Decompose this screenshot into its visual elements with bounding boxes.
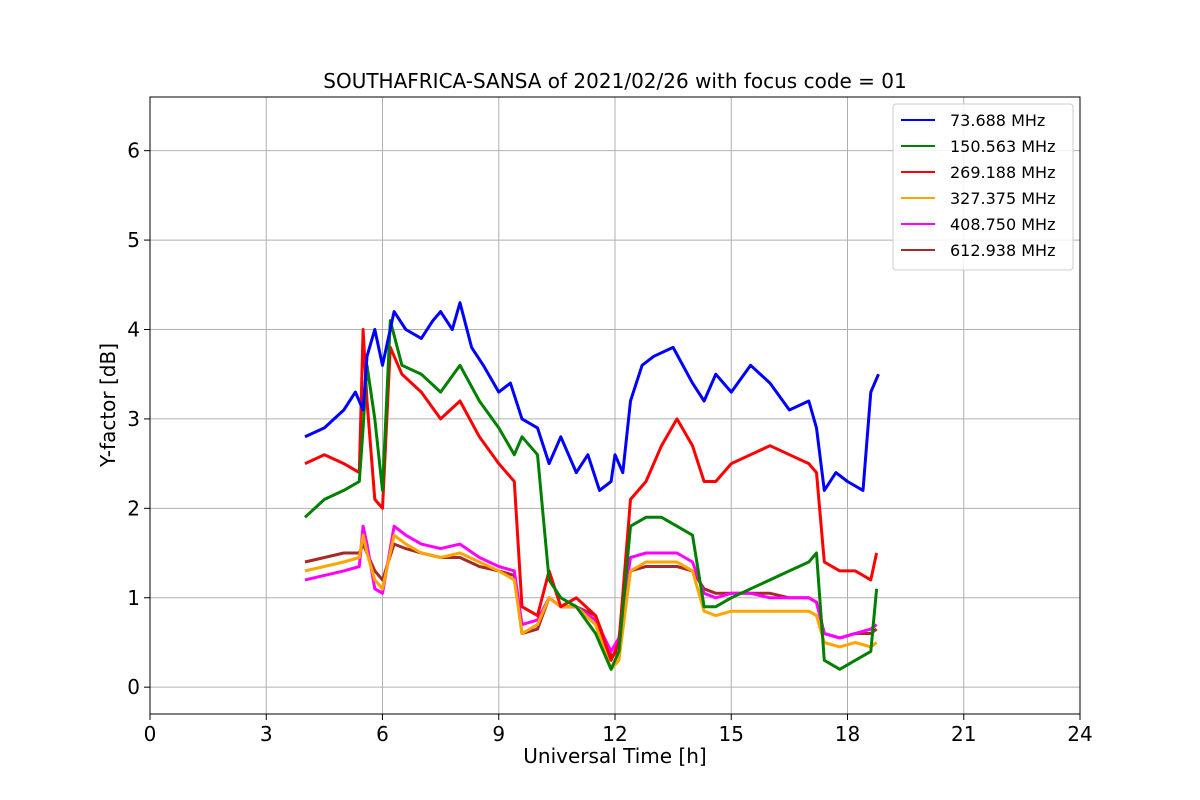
legend-label: 150.563 MHz: [950, 137, 1055, 156]
x-tick-label: 15: [719, 722, 744, 746]
legend-entry: 327.375 MHz: [901, 189, 1055, 208]
x-tick-label: 3: [260, 722, 273, 746]
legend-entry: 408.750 MHz: [901, 215, 1055, 234]
legend-entry: 612.938 MHz: [901, 241, 1055, 260]
y-tick-label: 3: [127, 407, 140, 431]
x-tick-label: 6: [376, 722, 389, 746]
legend-label: 327.375 MHz: [950, 189, 1055, 208]
legend-box: [892, 103, 1074, 271]
legend-entry: 150.563 MHz: [901, 137, 1055, 156]
legend-label: 269.188 MHz: [950, 163, 1055, 182]
y-tick-label: 1: [127, 586, 140, 610]
x-tick-label: 9: [492, 722, 505, 746]
y-tick-label: 5: [127, 228, 140, 252]
legend-entry: 269.188 MHz: [901, 163, 1055, 182]
x-axis-label: Universal Time [h]: [523, 744, 706, 768]
series-line-269-188-mhz: [304, 328, 879, 662]
x-tick-label: 18: [835, 722, 860, 746]
legend-label: 612.938 MHz: [950, 241, 1055, 260]
y-tick-label: 2: [127, 496, 140, 520]
x-tick-label: 0: [144, 722, 157, 746]
x-tick-label: 24: [1067, 722, 1092, 746]
x-axis-ticks: 0 3 6 9 12 15 18 21 24: [144, 714, 1093, 746]
y-tick-label: 4: [127, 317, 140, 341]
y-axis-label: Y-factor [dB]: [96, 343, 120, 468]
chart-title: SOUTHAFRICA-SANSA of 2021/02/26 with foc…: [323, 69, 907, 93]
legend-entry: 73.688 MHz: [901, 111, 1045, 130]
y-tick-label: 6: [127, 139, 140, 163]
series-line-408-750-mhz: [304, 524, 878, 653]
series-line-327-375-mhz: [304, 533, 878, 671]
legend-label: 73.688 MHz: [950, 111, 1045, 130]
series-line-150-563-mhz: [303, 319, 879, 671]
legend: 73.688 MHz 150.563 MHz 269.188 MHz 327.375 …: [892, 103, 1074, 271]
series-layer: [303, 301, 880, 671]
y-axis-ticks: 0 1 2 3 4 5 6: [127, 139, 150, 699]
y-tick-label: 0: [127, 675, 140, 699]
series-line-73-688-mhz: [304, 301, 880, 492]
x-tick-label: 21: [951, 722, 976, 746]
legend-label: 408.750 MHz: [950, 215, 1055, 234]
x-tick-label: 12: [602, 722, 627, 746]
